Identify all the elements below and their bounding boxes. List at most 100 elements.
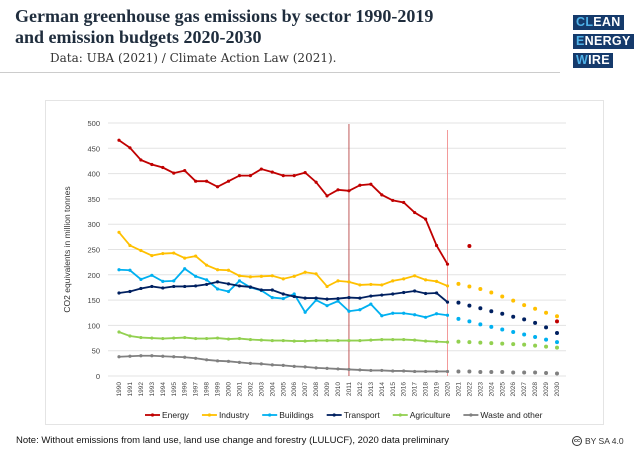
- data-point: [237, 336, 242, 341]
- y-tick-label: 350: [87, 195, 100, 204]
- budget-point: [522, 370, 527, 375]
- budget-point: [467, 303, 472, 308]
- x-tick-label: 2025: [499, 382, 506, 397]
- x-tick-label: 1993: [149, 382, 156, 397]
- data-point: [150, 273, 154, 277]
- data-point: [270, 170, 274, 174]
- x-tick-label: 2005: [280, 382, 287, 397]
- data-point: [215, 280, 220, 284]
- data-point: [445, 300, 450, 304]
- budget-point: [544, 344, 549, 349]
- data-point: [391, 311, 395, 315]
- data-point: [281, 277, 285, 281]
- data-point: [358, 283, 362, 287]
- data-point: [248, 275, 252, 279]
- x-tick-label: 2023: [477, 382, 484, 397]
- data-point: [369, 368, 373, 373]
- x-tick-label: 2000: [226, 382, 233, 397]
- data-point: [380, 337, 384, 342]
- data-point: [380, 368, 384, 373]
- x-tick-label: 2012: [357, 382, 364, 397]
- data-point: [336, 296, 340, 301]
- data-point: [237, 279, 242, 283]
- data-point: [270, 288, 274, 292]
- license-text: BY SA 4.0: [585, 436, 624, 446]
- budget-point: [467, 319, 472, 324]
- data-point: [336, 279, 340, 283]
- x-tick-label: 1995: [171, 382, 178, 397]
- budget-point: [511, 370, 516, 375]
- data-point: [303, 310, 307, 314]
- legend-label: Energy: [162, 410, 190, 420]
- budget-point: [478, 340, 483, 345]
- data-point: [380, 283, 384, 287]
- data-point: [259, 167, 263, 171]
- data-point: [325, 297, 329, 301]
- data-point: [380, 314, 384, 318]
- data-point: [358, 183, 362, 187]
- data-point: [445, 313, 450, 317]
- legend-marker: [207, 413, 212, 417]
- data-point: [434, 312, 439, 316]
- budget-point: [544, 370, 549, 375]
- budget-point: [544, 310, 549, 315]
- license: cc BY SA 4.0: [572, 436, 624, 446]
- data-point: [292, 292, 296, 296]
- budget-point: [544, 325, 549, 330]
- budget-point: [555, 340, 559, 345]
- data-point: [402, 277, 406, 281]
- data-point: [150, 284, 154, 289]
- legend-label: Agriculture: [410, 410, 451, 420]
- data-point: [424, 339, 428, 343]
- data-point: [402, 200, 406, 205]
- data-point: [314, 296, 318, 300]
- x-tick-label: 2015: [390, 382, 397, 397]
- budget-point: [511, 329, 516, 334]
- data-point: [150, 162, 154, 167]
- data-point: [347, 280, 351, 284]
- data-point: [281, 174, 285, 178]
- budget-point: [489, 369, 494, 374]
- data-point: [117, 330, 121, 334]
- data-point: [369, 302, 373, 306]
- chart-title: German greenhouse gas emissions by secto…: [15, 6, 433, 48]
- data-point: [226, 282, 231, 286]
- data-point: [358, 338, 362, 343]
- data-point: [303, 296, 307, 300]
- budget-point: [533, 370, 538, 375]
- data-point: [413, 369, 417, 374]
- data-point: [205, 263, 209, 267]
- legend-label: Buildings: [279, 410, 314, 420]
- data-point: [281, 296, 285, 301]
- x-tick-label: 2021: [455, 382, 462, 397]
- data-point: [237, 174, 242, 178]
- y-tick-label: 150: [87, 296, 100, 305]
- x-tick-label: 2017: [412, 382, 419, 397]
- budget-point: [544, 337, 549, 342]
- y-tick-label: 0: [96, 372, 100, 381]
- data-point: [402, 369, 406, 373]
- data-point: [325, 366, 329, 371]
- x-tick-label: 1994: [160, 382, 167, 397]
- data-point: [424, 291, 428, 296]
- data-point: [369, 282, 373, 287]
- data-point: [117, 268, 121, 272]
- budget-point: [555, 345, 559, 350]
- data-point: [336, 188, 340, 192]
- data-point: [434, 279, 439, 283]
- y-tick-label: 450: [87, 144, 100, 153]
- data-point: [128, 289, 132, 294]
- data-point: [226, 289, 231, 294]
- data-point: [380, 193, 384, 197]
- x-tick-label: 2009: [324, 382, 331, 397]
- budget-point: [522, 303, 527, 308]
- y-tick-label: 250: [87, 246, 100, 255]
- budget-point: [478, 369, 483, 374]
- budget-point: [456, 339, 461, 344]
- data-point: [150, 336, 154, 340]
- budget-point: [511, 314, 516, 319]
- data-point: [325, 194, 329, 198]
- data-point: [172, 251, 176, 255]
- x-tick-label: 2011: [346, 382, 353, 396]
- data-point: [117, 138, 121, 142]
